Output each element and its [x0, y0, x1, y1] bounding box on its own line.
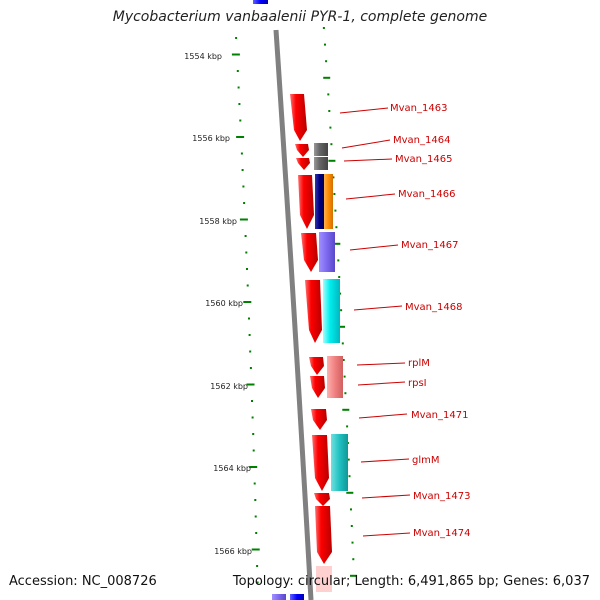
tick-label: 1564 kbp: [213, 464, 251, 473]
cds-arrow-mvan-1473: [314, 493, 330, 506]
leader-line: [361, 494, 411, 499]
tick-label: 1560 kbp: [205, 299, 243, 308]
gene-leader-lines: [339, 107, 411, 537]
cog-block-rplm-rpsi: [327, 356, 343, 398]
leader-line: [345, 193, 396, 200]
cds-arrow-rplm: [309, 357, 324, 375]
cds-arrow-mvan-1463: [290, 94, 307, 141]
tick-label: 1554 kbp: [184, 52, 222, 61]
cog-block-glmm: [331, 434, 348, 491]
accession-text: Accession: NC_008726: [9, 574, 157, 589]
cog-block-mvan-1467: [319, 232, 335, 272]
gene-label: Mvan_1474: [413, 528, 470, 539]
tick-label: 1566 kbp: [214, 547, 252, 556]
topology-text: Topology: circular; Length: 6,491,865 bp…: [232, 574, 590, 589]
leader-line: [343, 158, 393, 162]
gene-label: glmM: [412, 455, 440, 466]
gene-label: Mvan_1468: [405, 302, 462, 313]
leader-line: [357, 381, 406, 386]
gene-label: Mvan_1473: [413, 491, 470, 502]
feature-tick-track: [322, 27, 357, 577]
tick-label: 1558 kbp: [199, 217, 237, 226]
leader-line: [353, 305, 403, 311]
cds-arrow-rpsi: [310, 376, 325, 398]
cds-arrow-mvan-1468: [305, 280, 322, 343]
leader-line: [356, 362, 406, 366]
feature-bottom-partial-1: [272, 594, 286, 600]
leader-line: [341, 139, 391, 149]
map-title: Mycobacterium vanbaalenii PYR-1, complet…: [112, 9, 488, 25]
cds-track: [290, 94, 332, 592]
cds-arrow-mvan-1464: [295, 144, 309, 157]
cog-block-mvan-1464: [314, 143, 328, 156]
gene-label: Mvan_1465: [395, 154, 452, 165]
gene-label: Mvan_1471: [411, 410, 468, 421]
cds-arrow-mvan-1465: [296, 158, 310, 170]
gene-label: Mvan_1467: [401, 240, 458, 251]
gene-label: rplM: [408, 358, 430, 369]
cog-track: [314, 143, 348, 491]
cds-arrow-mvan-1471: [311, 409, 327, 430]
cog-block-mvan-1466-a: [315, 174, 324, 229]
gene-label: rpsI: [408, 378, 427, 389]
cds-arrow-glmm: [312, 435, 329, 491]
cds-faded-bottom: [316, 566, 332, 592]
genome-backbone: [273, 29, 314, 600]
leader-line: [362, 532, 411, 537]
gene-label: Mvan_1466: [398, 189, 455, 200]
tick-label: 1556 kbp: [192, 134, 230, 143]
cog-block-mvan-1466-b: [324, 174, 333, 229]
cog-block-mvan-1468: [323, 279, 340, 343]
leader-line: [360, 458, 410, 463]
leader-line: [349, 244, 399, 251]
gene-label: Mvan_1464: [393, 135, 450, 146]
cog-block-mvan-1465: [314, 157, 328, 170]
leader-line: [339, 107, 389, 114]
cds-arrow-mvan-1474: [315, 506, 332, 564]
leader-line: [358, 413, 408, 419]
feature-bottom-partial-2: [290, 594, 304, 600]
cds-arrow-mvan-1466: [298, 175, 314, 229]
tick-label: 1562 kbp: [210, 382, 248, 391]
gene-label: Mvan_1463: [390, 103, 447, 114]
cds-arrow-mvan-1467: [301, 233, 318, 272]
feature-top-partial: [253, 0, 268, 4]
position-tick-track: [231, 37, 260, 584]
